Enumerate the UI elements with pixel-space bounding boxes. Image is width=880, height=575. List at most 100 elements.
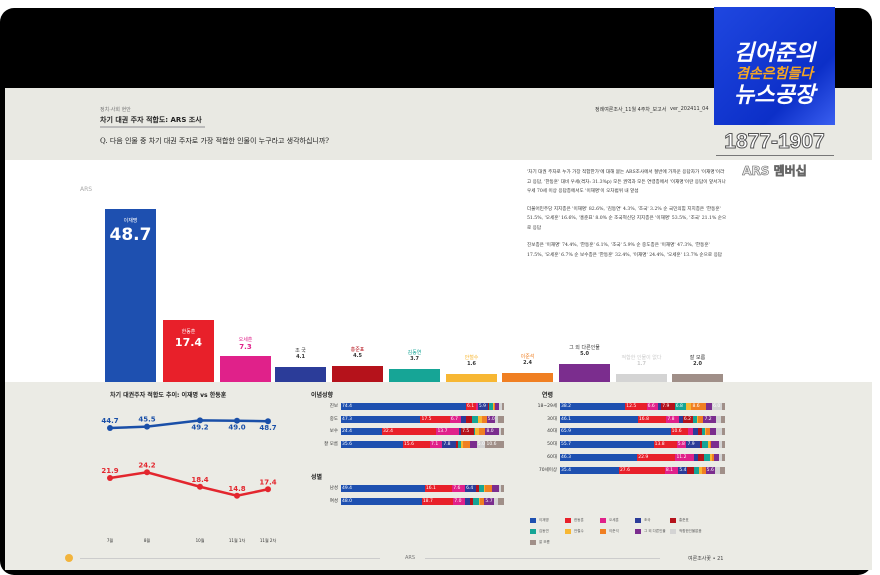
segment [708, 441, 710, 449]
stacked-row: 46.3 22.9 11.2 [560, 453, 725, 461]
segment [487, 403, 490, 410]
segment [501, 403, 505, 410]
segment [495, 415, 498, 423]
legend-label: 홍준표 [679, 518, 689, 522]
version-label: ver_202411_04 [670, 106, 709, 112]
segment [686, 403, 692, 410]
bar-label: 홍준표 [350, 347, 365, 354]
bar-5: 김동연 3.7 [389, 350, 440, 382]
segment [711, 441, 720, 449]
segment: 6.6 [646, 403, 658, 410]
segment [466, 415, 472, 423]
data-label: 18.4 [191, 476, 208, 484]
legend-item: 이재명 [530, 518, 549, 523]
bar-label: 한동훈 [181, 329, 196, 336]
segment: 7.2 [703, 415, 716, 423]
segment: 15.6 [402, 440, 431, 448]
segment [481, 415, 487, 423]
segment [706, 428, 710, 436]
legend-item: 조국 [635, 518, 650, 523]
data-point [144, 423, 150, 430]
legend-label: 적합한인물없음 [679, 529, 702, 533]
legend-swatch [635, 529, 641, 534]
data-point [234, 492, 240, 499]
row-label: 여성 [329, 498, 338, 504]
stacked-row: 55.7 13.8 5.8 7.9 [560, 441, 725, 449]
segment [455, 440, 458, 448]
segment [485, 485, 493, 492]
segment: 38.2 [560, 403, 626, 410]
segment: 7.9 [686, 441, 700, 449]
legend-item: 그 외 다른인물 [635, 529, 666, 534]
page-number: 여론조사꽃 • 21 [688, 556, 724, 562]
segment [494, 497, 499, 505]
category-label: 정치·사회 현안 [100, 107, 131, 113]
segment [698, 453, 705, 461]
segment: 10.6 [485, 440, 504, 448]
segment [704, 453, 710, 461]
gender-title: 성별 [311, 474, 323, 481]
stacked-row: 35.4 27.6 8.1 5.4 5.6 [560, 466, 725, 474]
segment: 46.1 [560, 415, 638, 423]
membership-label: ARS 멤버십 [742, 164, 807, 179]
segment: 7.9 [661, 403, 675, 410]
segment [473, 497, 479, 505]
segment: 6.1 [465, 403, 477, 410]
bar-label: 조 국 [295, 348, 306, 355]
page-title: 차기 대권 주자 적합도: ARS 조사 [100, 116, 202, 124]
legend-swatch [600, 518, 606, 523]
logo-line1: 김어준의 [734, 41, 815, 66]
segment: 5.0 [476, 440, 486, 448]
main-chart-area: ARS '차기 대권 주자로 누가 가장 적합한가'에 대해 묻는 ARS조사에… [5, 160, 872, 382]
legend-label: 이준석 [609, 529, 619, 533]
segment [480, 497, 485, 505]
segment: 5.9 [477, 403, 488, 410]
legend-item: 적합한인물없음 [670, 529, 702, 534]
x-tick-label: 7월 [107, 537, 114, 543]
segment [493, 403, 495, 410]
segment [483, 485, 486, 492]
stacked-row: 49.4 16.1 7.6 6.4 [341, 485, 504, 492]
row-label: 중도 [329, 416, 338, 422]
data-label: 48.7 [259, 424, 276, 432]
data-point [265, 486, 271, 493]
row-label: 18~29세 [537, 404, 557, 409]
segment: 13.8 [653, 441, 677, 449]
stacked-row: 35.6 15.6 7.1 7.8 5.0 10.6 [341, 440, 504, 448]
segment [702, 466, 706, 474]
stacked-row: 48.0 18.7 7.0 5.7 [341, 497, 504, 505]
title-underline [100, 126, 205, 128]
segment: 35.6 [341, 440, 403, 448]
segment [462, 440, 470, 448]
segment: 24.4 [341, 428, 382, 435]
segment: 74.4 [341, 403, 466, 410]
bar-label: 이준석 [520, 354, 535, 361]
segment [499, 403, 502, 410]
bar-9: 적합한 인물이 없다 1.7 [616, 355, 667, 382]
bar-0: 이재명 48.7 [105, 209, 156, 382]
segment [479, 485, 484, 492]
segment: 7.8 [666, 415, 680, 423]
segment: 7.8 [442, 440, 456, 448]
segment: 27.6 [618, 466, 665, 474]
segment [693, 415, 697, 423]
divider [425, 558, 660, 559]
segment: 5.6 [705, 466, 715, 474]
stacked-row: 38.2 12.5 6.6 7.9 6.8 8.6 6.0 [560, 403, 725, 410]
data-point [265, 418, 271, 425]
legend-label: 한동훈 [574, 518, 584, 522]
bar-label: 오세훈 [238, 337, 253, 344]
segment [714, 453, 720, 461]
legend-label: 오세훈 [609, 518, 619, 522]
summary-text: '차기 대권 주자로 누가 가장 적합한가'에 대해 묻는 ARS조사에서 절반… [527, 168, 727, 268]
segment: 11.2 [675, 453, 695, 461]
legend-label: 그 외 다른인물 [644, 529, 666, 533]
channel-logo: 김어준의 겸손은힘들다 뉴스공장 [714, 7, 835, 125]
summary-paragraph: 더불어민주당 지지층은 '이재명' 82.6%, '김동연' 4.3%, '조국… [527, 206, 727, 231]
x-tick-label: 10월 [196, 537, 205, 543]
row-label: 잘 모름 [324, 441, 338, 447]
data-label: 49.2 [191, 423, 208, 431]
age-title: 연령 [542, 392, 554, 399]
segment [478, 428, 486, 435]
legend-swatch [600, 529, 606, 534]
